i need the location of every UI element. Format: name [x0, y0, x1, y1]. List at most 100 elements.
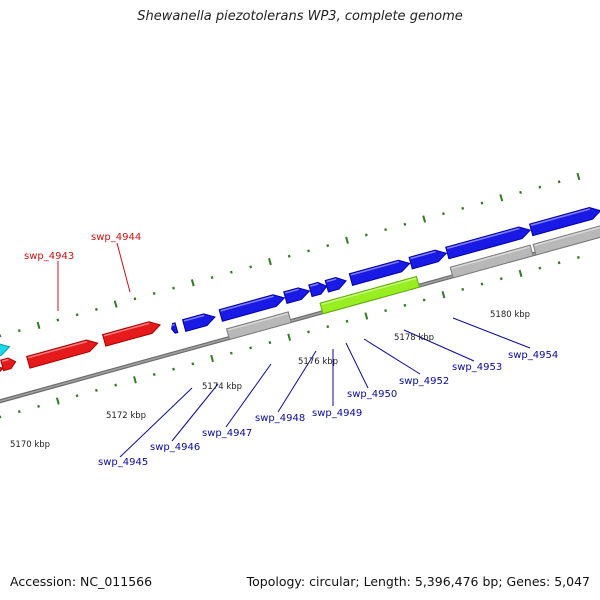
gene-arrow-swp-4953-highlight [410, 250, 436, 260]
lower-tick [152, 372, 156, 376]
lower-tick [538, 266, 542, 270]
lower-tick [55, 397, 60, 405]
gene-arrow-swp-4945 [171, 322, 179, 334]
upper-tick [113, 300, 118, 308]
leader-swp-4947 [225, 363, 272, 428]
upper-tick [56, 318, 60, 322]
upper-tick [384, 228, 387, 232]
genome-title: Shewanella piezotolerans WP3, complete g… [137, 9, 463, 24]
upper-tick [326, 244, 330, 248]
gene-arrow-swp-4950-highlight [326, 278, 337, 283]
gene-arrow-swp-4946-highlight [183, 314, 205, 322]
gene-block-grey-3 [532, 225, 600, 256]
upper-tick [403, 222, 407, 226]
gene-arrow-swp-4952 [348, 259, 411, 286]
upper-tick [17, 329, 21, 333]
lower-tick [403, 303, 407, 307]
upper-tick [557, 180, 561, 184]
gene-arrow-swp-4943-highlight [27, 340, 88, 359]
gene-label-swp-4943[interactable]: swp_4943 [24, 251, 74, 262]
scale-label-5180: 5180 kbp [490, 310, 530, 320]
upper-tick [364, 233, 368, 237]
lower-tick [307, 330, 310, 334]
gene-arrow-swp-4953 [408, 249, 448, 270]
lower-tick [133, 376, 137, 384]
upper-tick [152, 291, 156, 295]
gene-block-rna-highlight [321, 277, 417, 306]
upper-tick-row [0, 172, 581, 338]
lower-tick [249, 346, 253, 350]
gene-label-swp-4946[interactable]: swp_4946 [150, 442, 200, 453]
gene-arrow-red-small-2-highlight [1, 358, 9, 362]
lower-tick [114, 383, 118, 387]
topology-text: Topology: circular; Length: 5,396,476 bp… [246, 574, 590, 589]
upper-tick [480, 201, 484, 205]
scale-label-5174: 5174 kbp [202, 382, 242, 392]
gene-label-swp-4954[interactable]: swp_4954 [508, 350, 558, 361]
upper-tick [133, 297, 137, 301]
lower-tick [172, 367, 175, 371]
lower-tick [95, 388, 98, 392]
gene-arrow-swp-4948-highlight [284, 288, 299, 294]
leader-swp-4954 [452, 317, 531, 349]
lower-tick [364, 312, 369, 320]
gene-label-swp-4950[interactable]: swp_4950 [347, 389, 397, 400]
lower-tick [384, 309, 387, 313]
gene-arrow-red-small-2 [0, 357, 17, 372]
leader-swp-4952 [363, 338, 421, 375]
gene-label-swp-4952[interactable]: swp_4952 [399, 376, 449, 387]
gene-label-swp-4947[interactable]: swp_4947 [202, 428, 252, 439]
upper-tick [307, 249, 310, 253]
lower-tick [557, 261, 561, 265]
upper-tick [75, 313, 79, 317]
lower-tick [268, 341, 272, 345]
gene-arrow-swp-4949-highlight [309, 283, 319, 287]
gene-arrow-swp-4954-highlight [446, 227, 520, 250]
upper-tick [268, 257, 272, 266]
upper-tick [190, 279, 195, 287]
gene-block-grey-1-highlight [227, 312, 288, 331]
gene-arrow-swp-4947 [218, 294, 286, 322]
lower-tick [577, 255, 580, 259]
scale-label-5176: 5176 kbp [298, 357, 338, 367]
gene-label-swp-4944[interactable]: swp_4944 [91, 232, 141, 243]
gene-arrow-swp-4944 [101, 321, 162, 347]
lower-tick [75, 394, 79, 398]
scale-label-5172: 5172 kbp [106, 411, 146, 421]
gene-arrow-cyan [0, 343, 11, 357]
lower-tick [229, 351, 233, 355]
upper-tick [519, 190, 522, 194]
gene-arrow-swp-4943 [26, 339, 99, 369]
accession-text: Accession: NC_011566 [10, 574, 153, 589]
upper-tick [210, 276, 214, 280]
lower-tick [326, 325, 330, 329]
lower-tick [441, 291, 446, 299]
upper-tick [345, 236, 349, 244]
gene-arrow-swp-4944-highlight [103, 322, 150, 337]
gene-arrow-swp-4950 [324, 276, 347, 293]
gene-label-swp-4945[interactable]: swp_4945 [98, 457, 148, 468]
gene-block-grey-2 [449, 244, 534, 279]
scale-label-5170: 5170 kbp [10, 440, 50, 450]
gene-block-grey-2-highlight [451, 246, 530, 270]
upper-tick [442, 212, 445, 216]
gene-arrow-next [528, 207, 600, 237]
leader-swp-4953 [403, 329, 475, 362]
label-leader-lines [57, 242, 531, 458]
gene-label-swp-4953[interactable]: swp_4953 [452, 362, 502, 373]
gene-label-swp-4949[interactable]: swp_4949 [312, 408, 362, 419]
gene-arrow-swp-4945-highlight [171, 323, 175, 327]
gene-block-grey-3-highlight [534, 226, 600, 247]
gene-arrow-swp-4948 [283, 287, 311, 305]
lower-tick [461, 287, 465, 291]
lower-tick [480, 282, 484, 286]
upper-tick [229, 270, 233, 274]
upper-tick [499, 194, 504, 202]
gene-label-swp-4948[interactable]: swp_4948 [255, 413, 305, 424]
gene-arrow-red-small-1 [0, 366, 4, 373]
gene-block-rna [319, 275, 420, 315]
leader-swp-4945 [119, 387, 193, 458]
upper-tick [287, 254, 291, 258]
